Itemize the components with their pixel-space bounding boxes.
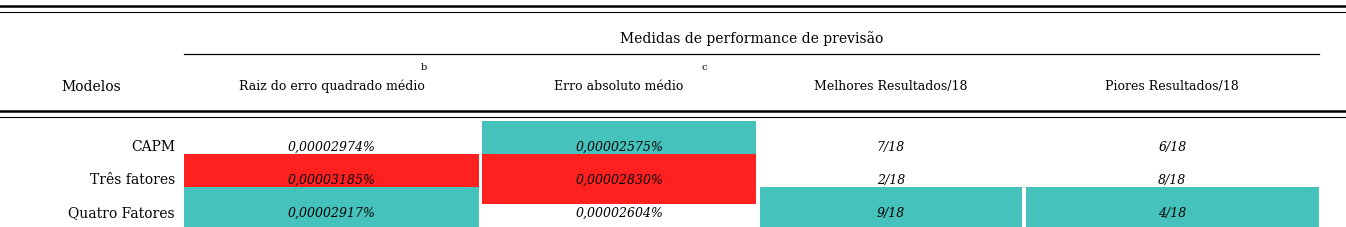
Text: 0,00003185%: 0,00003185%: [288, 173, 376, 186]
Text: 0,00002575%: 0,00002575%: [575, 140, 664, 153]
Text: 7/18: 7/18: [878, 140, 905, 153]
Text: Três fatores: Três fatores: [90, 172, 175, 186]
Text: Quatro Fatores: Quatro Fatores: [69, 205, 175, 219]
Text: 4/18: 4/18: [1159, 206, 1186, 219]
Text: b: b: [420, 62, 427, 72]
Text: 0,00002604%: 0,00002604%: [575, 206, 664, 219]
FancyBboxPatch shape: [184, 154, 479, 204]
FancyBboxPatch shape: [184, 187, 479, 227]
Text: CAPM: CAPM: [131, 139, 175, 153]
FancyBboxPatch shape: [482, 154, 756, 204]
Text: Erro absoluto médio: Erro absoluto médio: [555, 80, 684, 93]
Text: c: c: [701, 62, 707, 72]
Text: Modelos: Modelos: [61, 79, 121, 93]
Text: Piores Resultados/18: Piores Resultados/18: [1105, 80, 1240, 93]
Text: 2/18: 2/18: [878, 173, 905, 186]
FancyBboxPatch shape: [1026, 187, 1319, 227]
Text: 8/18: 8/18: [1159, 173, 1186, 186]
Text: Medidas de performance de previsão: Medidas de performance de previsão: [621, 31, 883, 46]
Text: 0,00002917%: 0,00002917%: [288, 206, 376, 219]
FancyBboxPatch shape: [760, 187, 1022, 227]
Text: 6/18: 6/18: [1159, 140, 1186, 153]
Text: 9/18: 9/18: [878, 206, 905, 219]
Text: 0,00002974%: 0,00002974%: [288, 140, 376, 153]
Text: 0,00002830%: 0,00002830%: [575, 173, 664, 186]
Text: Melhores Resultados/18: Melhores Resultados/18: [814, 80, 968, 93]
FancyBboxPatch shape: [482, 121, 756, 171]
Text: Raiz do erro quadrado médio: Raiz do erro quadrado médio: [238, 79, 425, 93]
